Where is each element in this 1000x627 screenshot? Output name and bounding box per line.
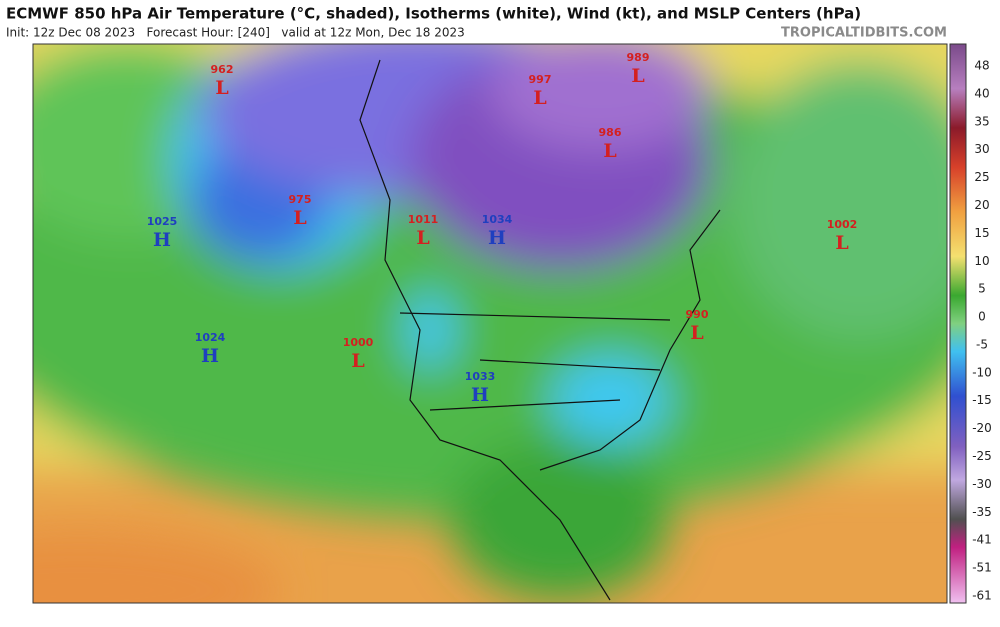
pressure-value: 990: [686, 308, 709, 321]
pressure-value: 1002: [827, 218, 858, 231]
colorbar-label: -20: [972, 421, 992, 435]
pressure-value: 1033: [465, 370, 496, 383]
colorbar-label: 25: [974, 170, 989, 184]
pressure-letter: H: [471, 384, 489, 406]
colorbar-label: -10: [972, 365, 992, 379]
colorbar-label: 30: [974, 142, 989, 156]
info: Init: 12z Dec 08 2023 Forecast Hour: [24…: [6, 26, 465, 40]
colorbar-label: -51: [972, 561, 992, 575]
pressure-letter: L: [603, 140, 616, 162]
pressure-letter: L: [835, 232, 848, 254]
pressure-letter: H: [201, 345, 219, 367]
pressure-value: 1024: [195, 331, 226, 344]
colorbar-label: 35: [974, 114, 989, 128]
colorbar-label: 10: [974, 254, 989, 268]
colorbar-label: 0: [978, 310, 986, 324]
pressure-letter: H: [153, 229, 171, 251]
colorbar-label: 20: [974, 198, 989, 212]
colorbar-label: -5: [976, 337, 988, 351]
pressure-value: 1000: [343, 336, 374, 349]
colorbar-label: -30: [972, 477, 992, 491]
pressure-letter: L: [690, 322, 703, 344]
colorbar-label: -15: [972, 393, 992, 407]
colorbar-label: 15: [974, 226, 989, 240]
pressure-letter: L: [416, 227, 429, 249]
map-frame: [32, 43, 948, 604]
pressure-letter: L: [293, 207, 306, 229]
colorbar-label: -41: [972, 533, 992, 547]
title: ECMWF 850 hPa Air Temperature (°C, shade…: [6, 5, 861, 23]
colorbar-label: 5: [978, 282, 986, 296]
pressure-letter: L: [533, 87, 546, 109]
colorbar-label: -61: [972, 589, 992, 603]
pressure-value: 989: [627, 51, 650, 64]
colorbar: [949, 43, 967, 604]
pressure-value: 975: [289, 193, 312, 206]
pressure-value: 997: [529, 73, 552, 86]
pressure-letter: L: [215, 77, 228, 99]
colorbar-label: 40: [974, 86, 989, 100]
site: TROPICALTIDBITS.COM: [781, 26, 947, 41]
pressure-letter: H: [488, 227, 506, 249]
pressure-letter: L: [631, 65, 644, 87]
pressure-letter: L: [351, 350, 364, 372]
pressure-value: 1034: [482, 213, 513, 226]
pressure-value: 962: [211, 63, 234, 76]
pressure-value: 1025: [147, 215, 178, 228]
colorbar-label: -35: [972, 505, 992, 519]
colorbar-label: -25: [972, 449, 992, 463]
pressure-value: 986: [599, 126, 622, 139]
colorbar-label: 48: [974, 59, 989, 73]
pressure-value: 1011: [408, 213, 439, 226]
